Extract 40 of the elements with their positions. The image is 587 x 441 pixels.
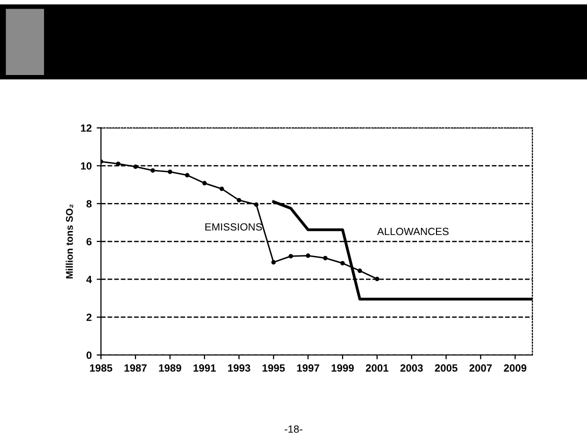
y-tick-label: 4 — [86, 276, 92, 284]
y-tick-label: 12 — [81, 124, 92, 132]
x-tick-label: 2001 — [366, 364, 388, 372]
point — [306, 253, 310, 258]
x-tick-label: 1997 — [297, 364, 320, 372]
point — [185, 172, 190, 178]
point — [254, 202, 259, 207]
y-tick-label: 8 — [86, 200, 92, 208]
x-tick-label: 2003 — [400, 364, 423, 372]
point — [202, 180, 207, 186]
point — [271, 260, 276, 264]
point — [236, 198, 242, 202]
point — [168, 170, 172, 174]
point — [220, 186, 224, 192]
y-tick-label: 6 — [86, 238, 92, 246]
x-tick-label: 1985 — [90, 364, 112, 372]
x-tick-label: 1999 — [332, 364, 354, 372]
y-tick-label: 2 — [86, 314, 92, 321]
x-tick-label: 1995 — [262, 364, 285, 372]
text: -18- — [284, 425, 302, 433]
x-tick-label: 2007 — [469, 364, 492, 372]
x-tick-label: 1991 — [194, 364, 216, 372]
point — [150, 168, 155, 173]
x-tick-label: 2009 — [504, 364, 526, 372]
y-tick-label: 0 — [86, 352, 92, 359]
y-tick-label: 10 — [81, 162, 92, 170]
x-tick-label: 1989 — [159, 364, 182, 372]
x-tick-label: 1993 — [228, 364, 250, 372]
x-tick-label: 2005 — [434, 364, 458, 372]
y-axis-title: Million tons SO₂ — [66, 204, 74, 278]
point — [374, 276, 380, 282]
point — [288, 254, 294, 258]
annotation: EMISSIONS — [205, 223, 262, 231]
point — [133, 164, 138, 169]
point — [358, 268, 362, 274]
point — [340, 260, 345, 266]
point — [323, 256, 328, 260]
annotation: ALLOWANCES — [377, 228, 449, 236]
point — [116, 162, 120, 166]
x-tick-label: 1987 — [124, 364, 147, 372]
